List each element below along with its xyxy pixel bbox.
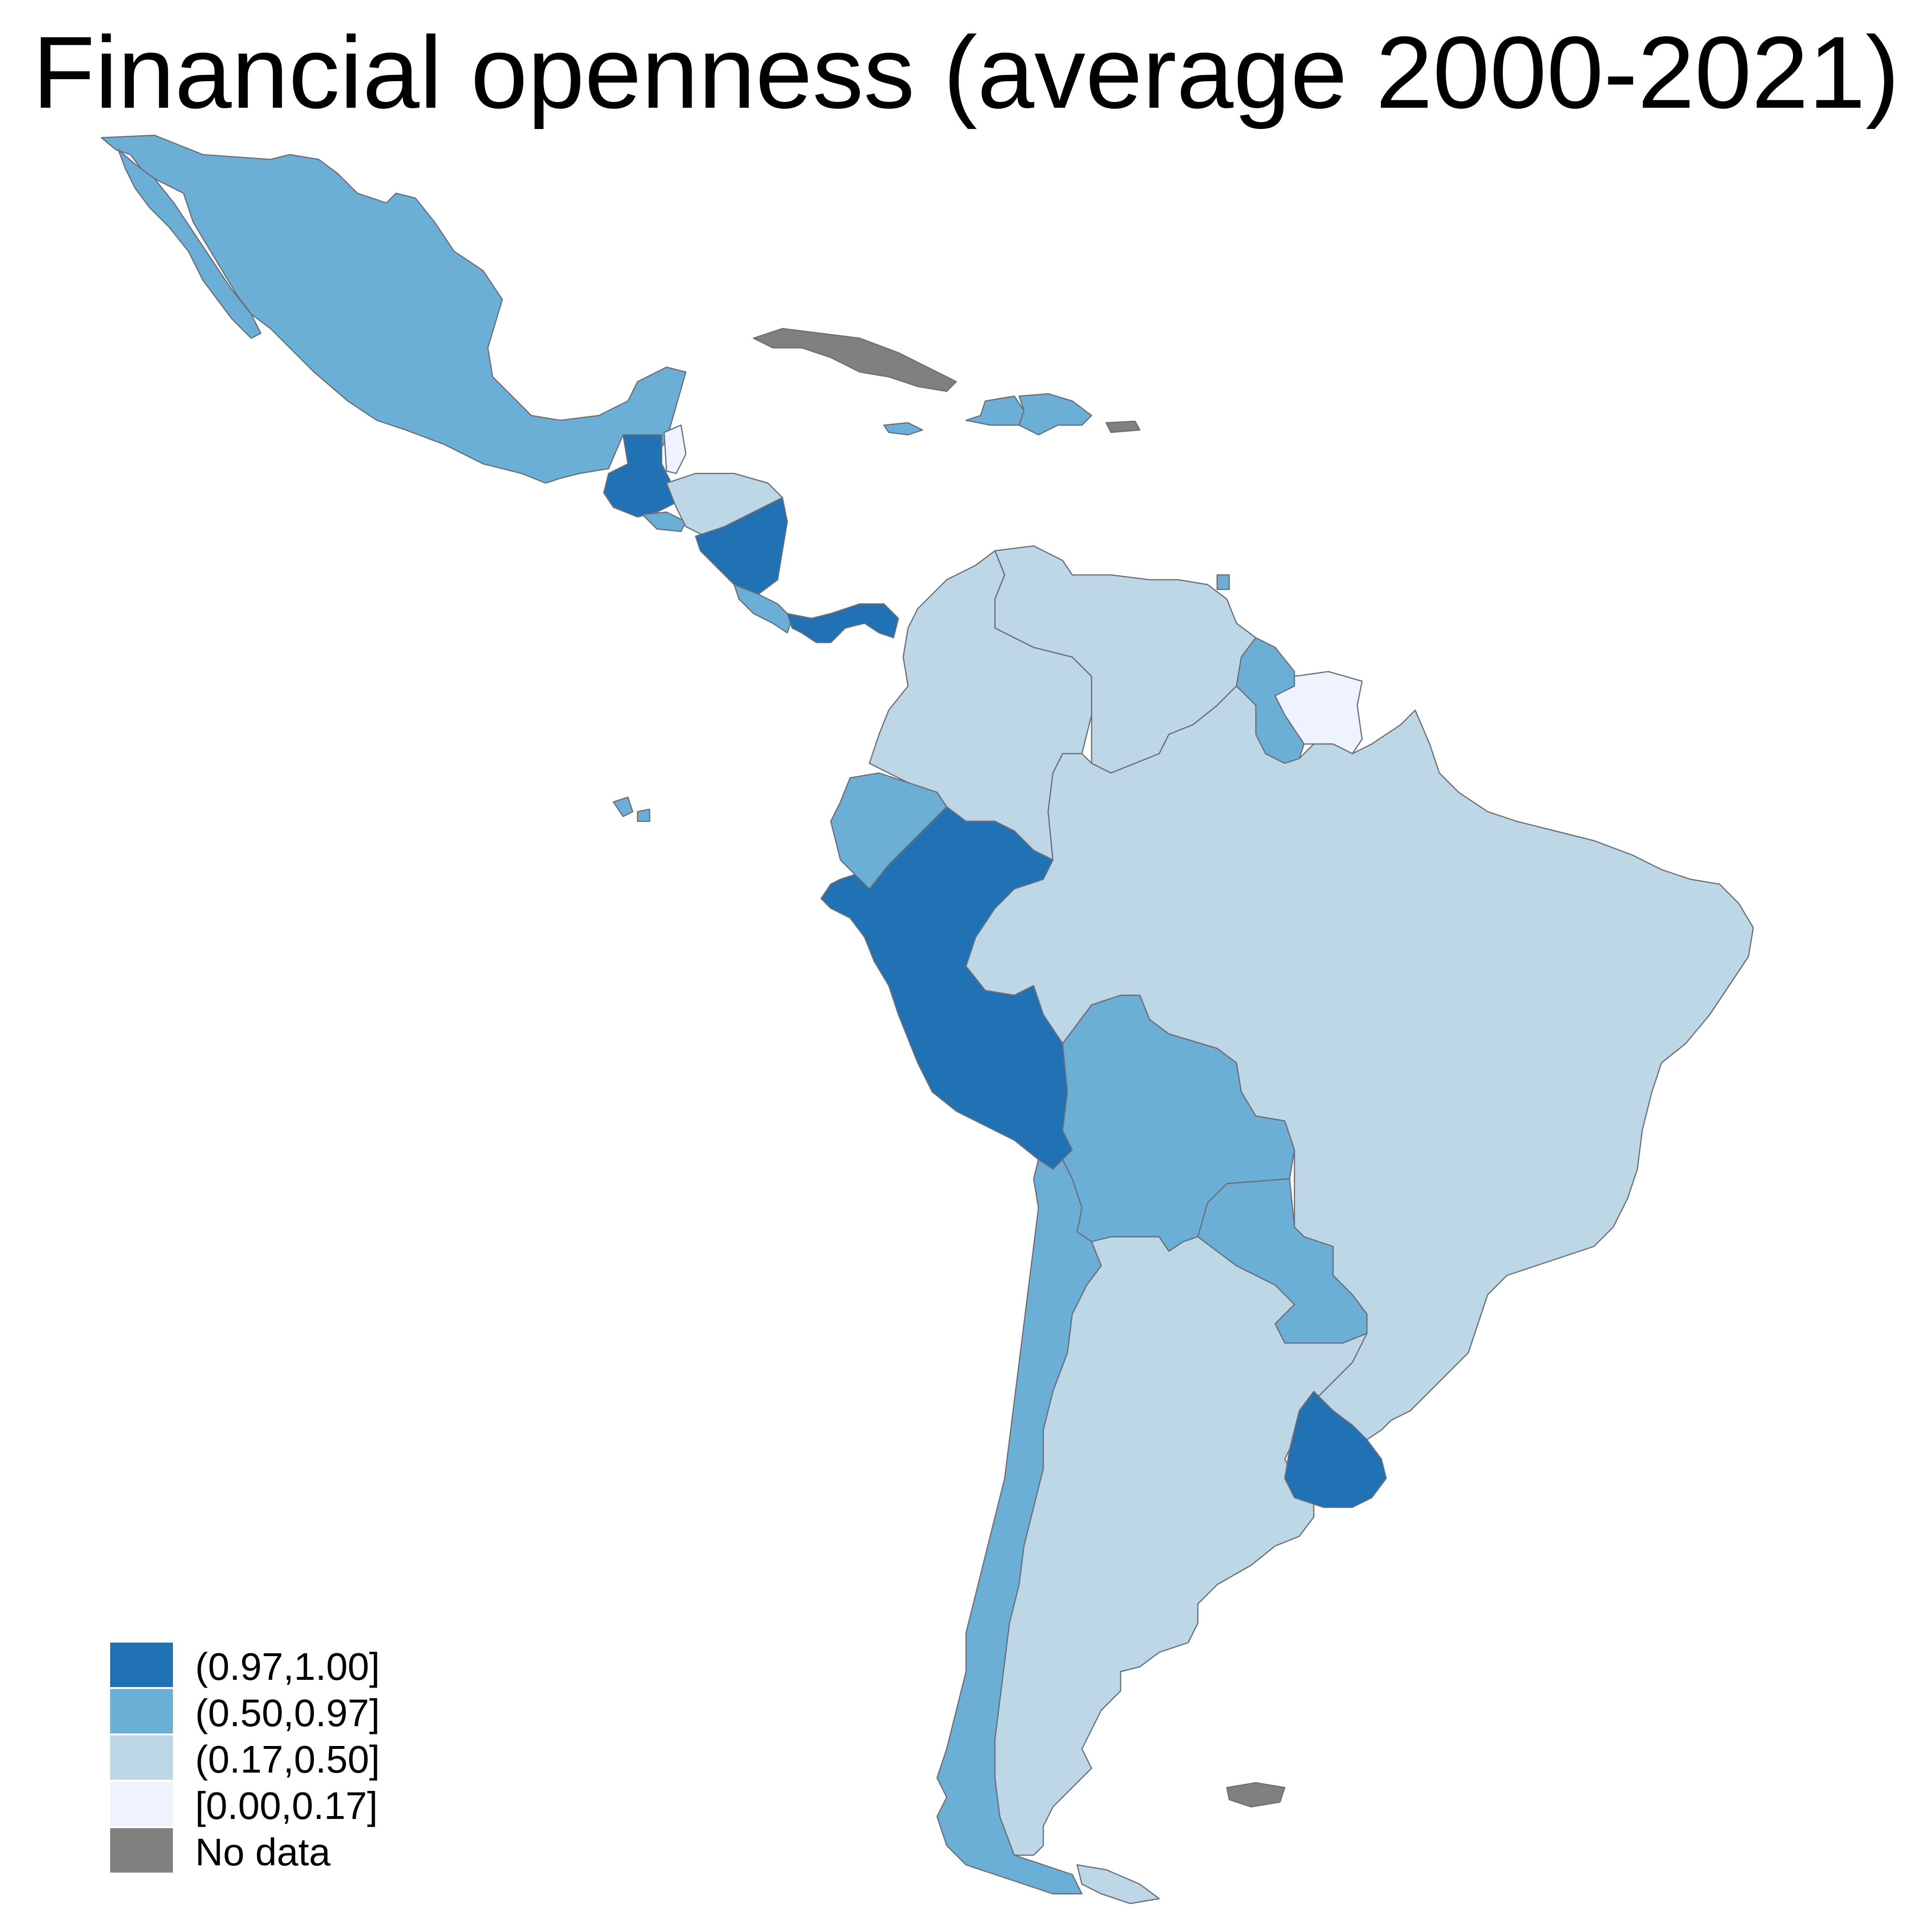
country-haiti[interactable] [965, 395, 1025, 426]
country-puerto-rico[interactable] [1105, 420, 1141, 433]
country-mexico-baja[interactable] [117, 149, 262, 339]
legend-label: No data [195, 1831, 331, 1874]
legend-swatch [110, 1643, 173, 1687]
legend-label: (0.97,1.00] [195, 1645, 380, 1688]
country-jamaica[interactable] [883, 422, 923, 436]
country-panama[interactable] [786, 603, 899, 644]
country-costa-rica[interactable] [733, 584, 793, 634]
legend-swatch [110, 1782, 173, 1826]
country-el-salvador[interactable] [641, 511, 687, 532]
country-mexico[interactable] [100, 134, 687, 484]
country-galapagos[interactable] [612, 796, 651, 822]
country-argentina-tierra-del-fuego[interactable] [1076, 1864, 1160, 1904]
country-dominican-republic[interactable] [1018, 393, 1093, 436]
legend-label: [0.00,0.17] [195, 1784, 378, 1827]
map-title: Financial openness (average 2000-2021) [32, 15, 1900, 129]
country-brazil[interactable] [965, 685, 1754, 1441]
country-trinidad[interactable] [1216, 574, 1230, 590]
legend-label: (0.17,0.50] [195, 1738, 380, 1781]
country-belize[interactable] [663, 424, 687, 474]
country-cuba[interactable] [753, 328, 957, 392]
legend-swatch [110, 1828, 173, 1873]
country-argentina[interactable] [994, 1236, 1368, 1856]
legend-swatch [110, 1689, 173, 1733]
country-falkland-islands[interactable] [1226, 1782, 1286, 1808]
country-uruguay[interactable] [1284, 1390, 1387, 1508]
legend-label: (0.50,0.97] [195, 1691, 380, 1734]
country-nicaragua[interactable] [695, 497, 788, 595]
legend-swatch [110, 1735, 173, 1780]
